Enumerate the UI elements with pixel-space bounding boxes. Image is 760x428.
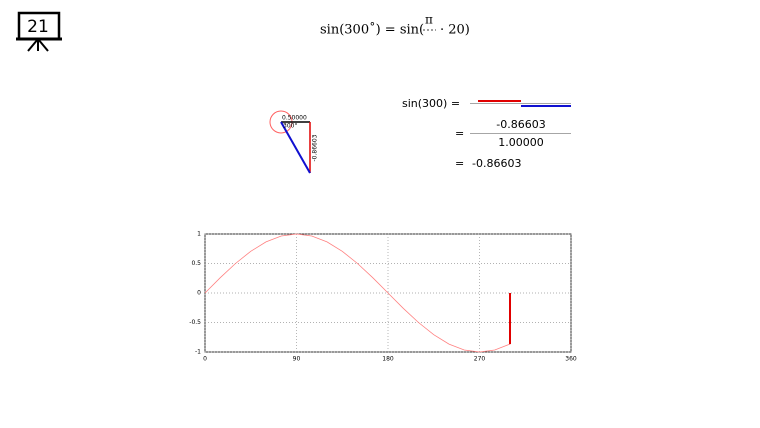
x-tick-label: 270 [474, 356, 486, 363]
denominator: 1.00000 [498, 136, 544, 149]
y-tick-label: -0.5 [189, 319, 201, 326]
sin-label: -0.86603 [312, 134, 319, 161]
y-tick-label: 1 [197, 231, 201, 238]
slide-number: 21 [27, 17, 49, 37]
angle-label: 300° [283, 123, 297, 130]
y-tick-label: 0.5 [191, 260, 201, 267]
equation-lhs: sin(300) = [402, 97, 460, 110]
x-tick-label: 0 [203, 356, 207, 363]
title-numerator: π [425, 13, 433, 27]
result: -0.86603 [472, 157, 521, 170]
slide-number-icon [16, 11, 62, 52]
y-tick-label: 0 [197, 290, 201, 297]
x-tick-label: 180 [382, 356, 394, 363]
title-right: · 20) [440, 23, 470, 38]
equals: = [455, 157, 464, 170]
chart: 10.50-0.5-10 90 180 270 360 [189, 231, 577, 363]
hypotenuse [280, 121, 311, 174]
title-left: sin(300˚) = sin( [320, 22, 424, 38]
numerator: -0.86603 [496, 118, 545, 131]
x-tick-label: 90 [293, 356, 301, 363]
x-tick-label: 360 [565, 356, 577, 363]
sine-curve [204, 233, 511, 353]
equals: = [455, 127, 464, 140]
y-tick-label: -1 [195, 349, 201, 356]
cos-label: 0.50000 [282, 115, 307, 122]
